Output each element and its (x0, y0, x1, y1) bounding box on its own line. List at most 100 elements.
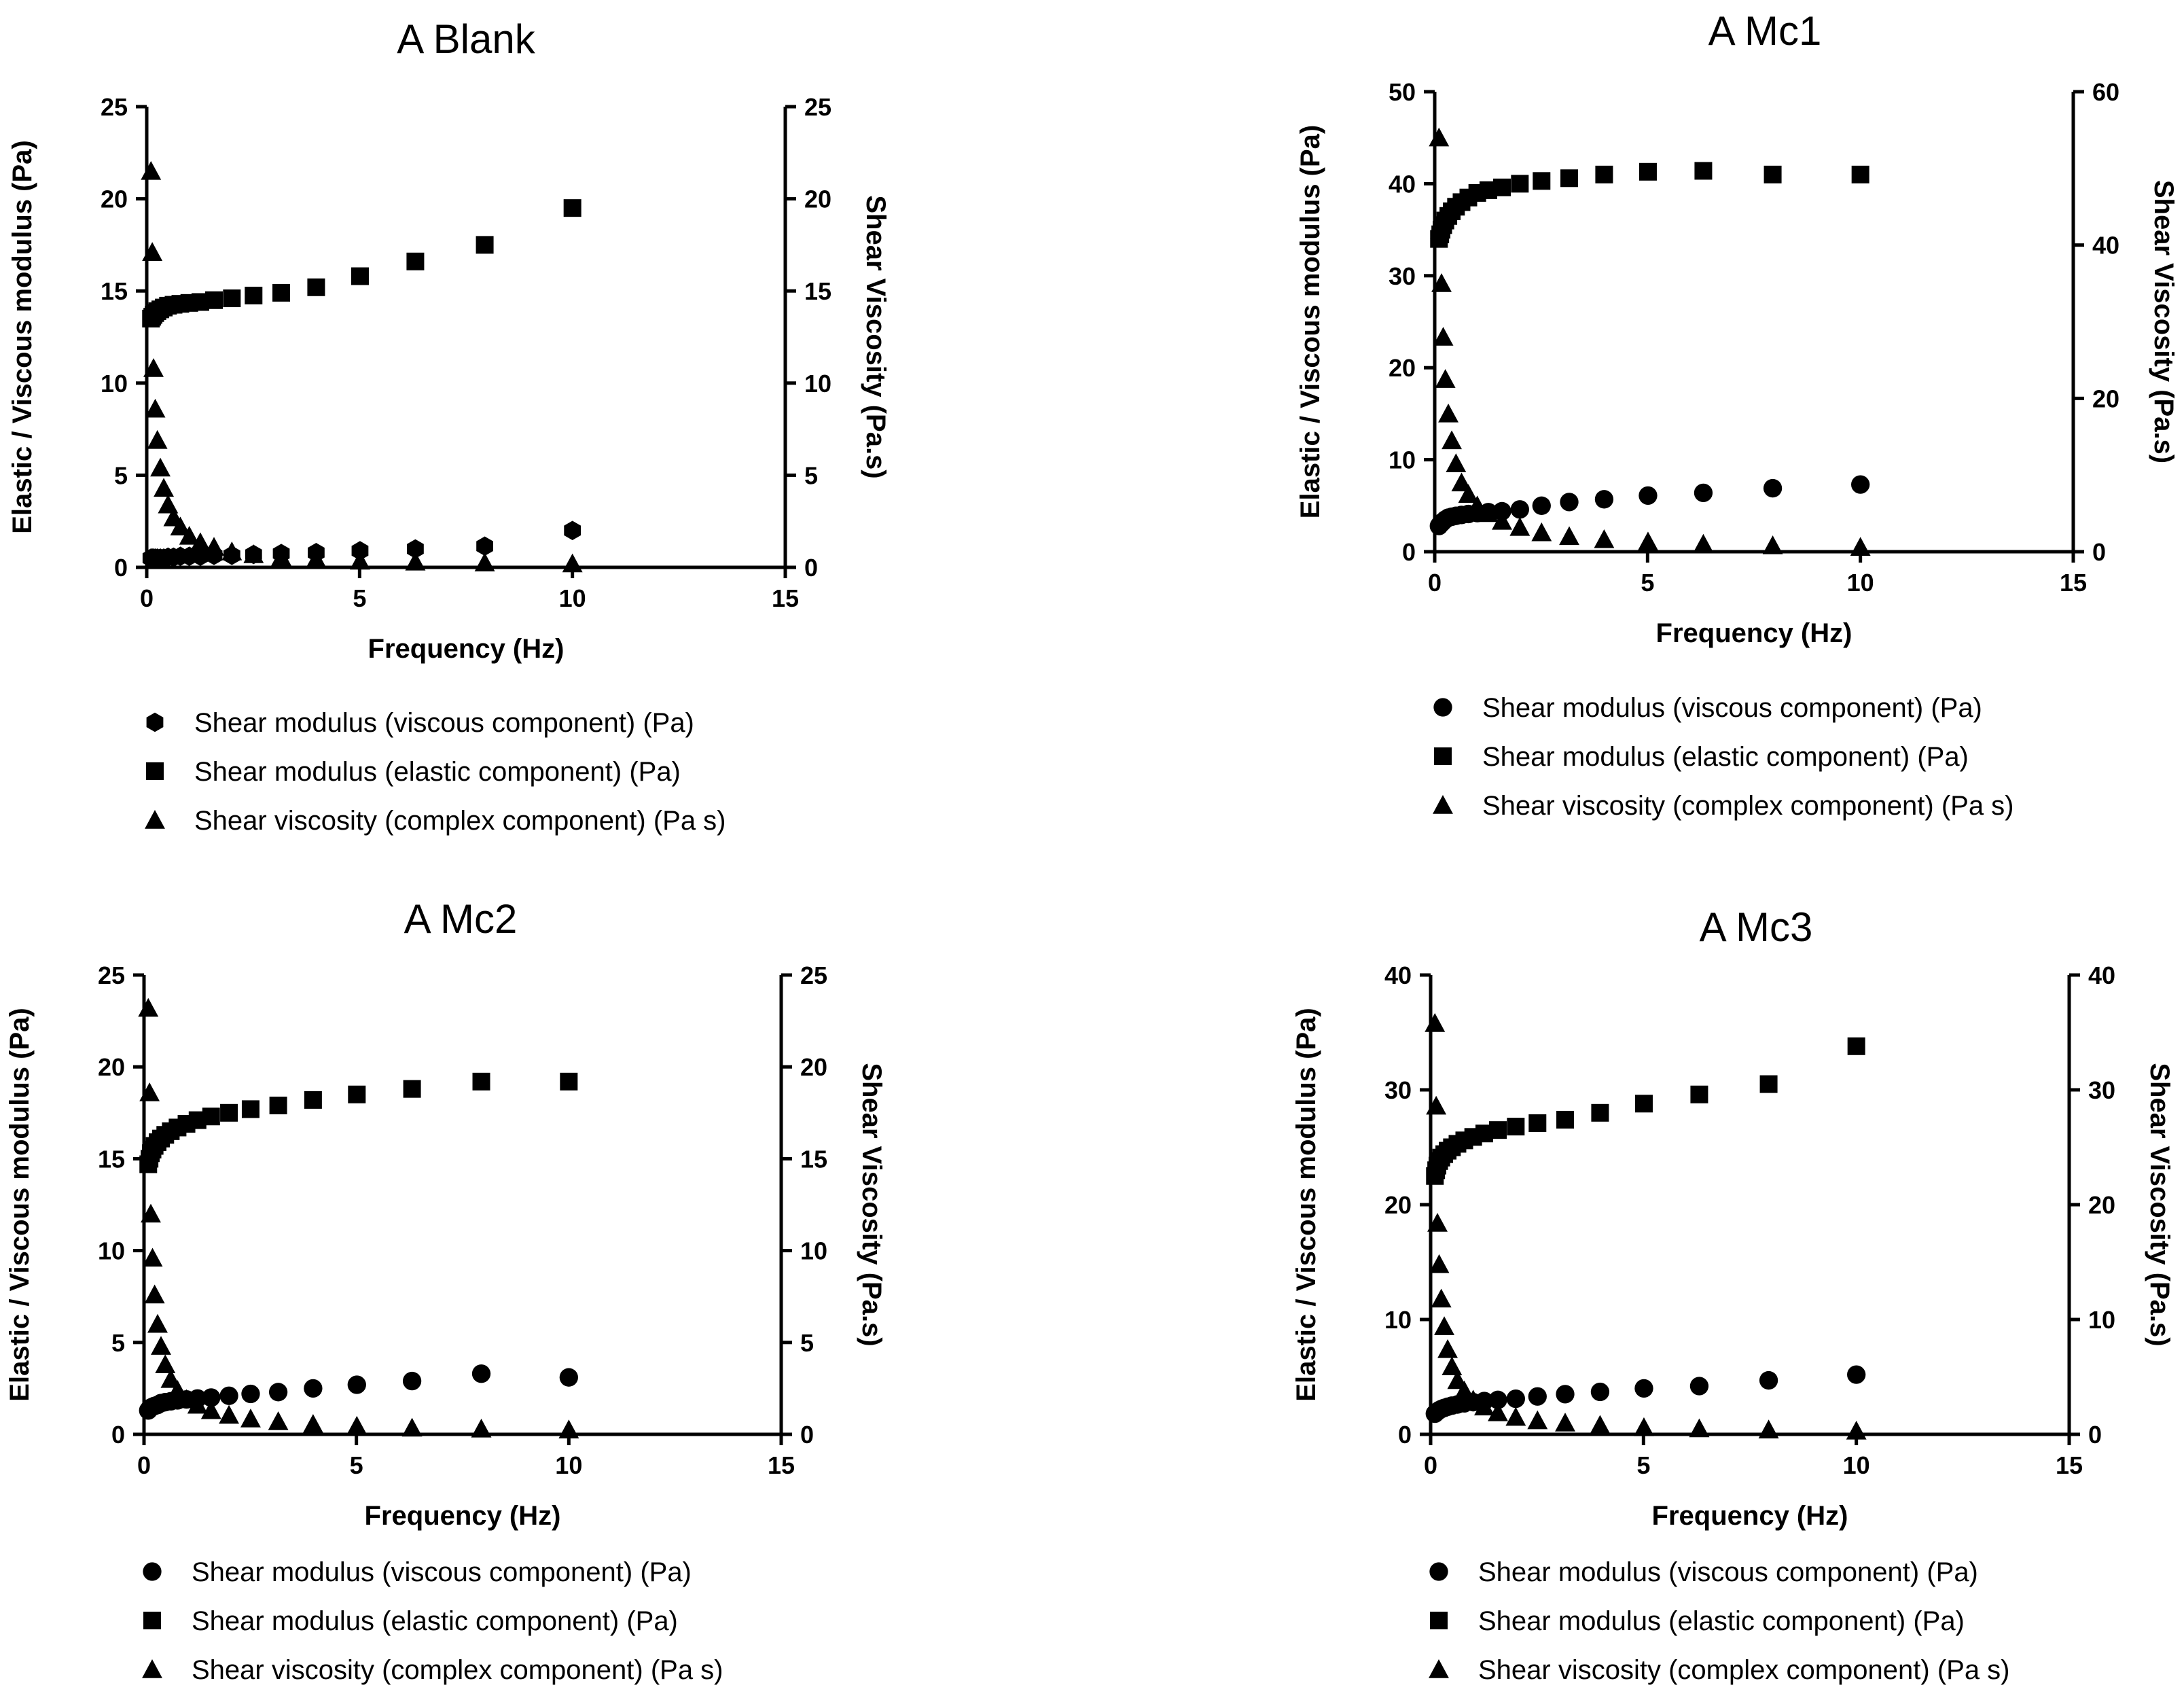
data-point (1533, 172, 1551, 190)
x-tick-label: 5 (350, 1451, 363, 1479)
y-tick-label: 20 (98, 1053, 125, 1081)
data-point (268, 1411, 289, 1430)
legend: Shear modulus (viscous component) (Pa) Sh… (145, 708, 726, 836)
y-axis-label: Elastic / Viscous modulus (Pa) (5, 1008, 35, 1401)
legend-label: Shear viscosity (complex component) (Pa … (1478, 1655, 2010, 1685)
data-point (347, 1375, 366, 1394)
data-point (1434, 1316, 1455, 1335)
x-tick-label: 0 (140, 584, 154, 612)
data-point (1689, 1418, 1710, 1438)
data-point (219, 1386, 238, 1405)
data-point (1689, 1377, 1709, 1396)
y2-tick-label: 0 (2092, 538, 2106, 566)
data-point (142, 242, 163, 261)
y-axis-label: Elastic / Viscous modulus (Pa) (7, 140, 37, 533)
data-point (1433, 327, 1454, 346)
x-axis-label: Frequency (Hz) (1656, 618, 1852, 648)
y2-axis-label: Shear Viscosity (Pa.s) (2145, 1063, 2174, 1346)
data-point (144, 1284, 165, 1304)
y-tick-label: 30 (1389, 262, 1416, 290)
data-point (346, 1415, 368, 1435)
x-tick-label: 15 (2056, 1451, 2083, 1479)
y-tick-label: 20 (1384, 1191, 1412, 1219)
series-2 (1430, 162, 1869, 248)
series-3 (141, 160, 583, 573)
x-tick-label: 15 (768, 1451, 795, 1479)
data-point (170, 516, 191, 536)
y-tick-label: 0 (111, 1421, 125, 1449)
y-tick-label: 10 (1389, 446, 1416, 474)
data-point (1488, 1390, 1507, 1409)
legend-marker (146, 762, 164, 780)
y2-tick-label: 20 (2092, 385, 2119, 412)
y2-tick-label: 25 (800, 961, 827, 989)
y-tick-label: 10 (1384, 1306, 1412, 1334)
y-tick-label: 15 (101, 277, 128, 305)
data-point (221, 541, 243, 561)
y2-axis-label: Shear Viscosity (Pa.s) (2149, 180, 2179, 463)
legend-marker (1433, 698, 1452, 717)
data-point (1427, 1213, 1448, 1232)
legend: Shear modulus (viscous component) (Pa) Sh… (142, 1557, 723, 1685)
data-point (1454, 1380, 1475, 1400)
chart-title: A Mc3 (1700, 904, 1813, 950)
data-point (154, 478, 175, 497)
data-point (1509, 516, 1530, 536)
y2-tick-label: 10 (800, 1237, 827, 1265)
data-point (304, 1379, 323, 1398)
data-point (471, 1418, 492, 1438)
x-tick-label: 0 (137, 1451, 151, 1479)
data-point (307, 278, 325, 296)
data-point (1694, 483, 1713, 502)
series-2 (1426, 1037, 1865, 1185)
data-point (1431, 273, 1452, 292)
data-point (176, 1389, 197, 1409)
data-point (1764, 165, 1782, 183)
data-point (241, 1384, 260, 1404)
data-point (1639, 162, 1657, 181)
legend-marker (145, 810, 165, 829)
data-point (348, 1085, 366, 1103)
data-point (1556, 1385, 1575, 1404)
data-point (1556, 1110, 1575, 1129)
data-point (401, 1417, 423, 1437)
data-point (403, 1080, 421, 1098)
legend-marker (142, 1659, 162, 1678)
series-3 (1425, 1013, 1867, 1440)
legend-label: Shear modulus (elastic component) (Pa) (1478, 1606, 1965, 1636)
data-point (1458, 484, 1479, 503)
data-point (476, 536, 493, 556)
data-point (1474, 1396, 1494, 1416)
data-point (141, 160, 162, 180)
data-point (241, 1100, 259, 1118)
data-point (1594, 490, 1614, 509)
data-point (1532, 496, 1551, 515)
data-point (192, 546, 209, 567)
y-tick-label: 20 (1389, 354, 1416, 382)
legend-label: Shear viscosity (complex component) (Pa … (1482, 791, 2014, 821)
data-point (1846, 1420, 1867, 1440)
data-point (1555, 1413, 1575, 1432)
data-point (179, 525, 200, 545)
y-tick-label: 25 (101, 93, 128, 121)
data-point (1507, 1118, 1525, 1136)
data-point (1847, 1365, 1866, 1384)
y2-tick-label: 30 (2088, 1076, 2115, 1104)
y-tick-label: 10 (101, 370, 128, 397)
data-point (142, 1247, 163, 1267)
data-point (1435, 369, 1456, 388)
data-point (245, 286, 263, 304)
data-point (559, 1368, 578, 1387)
legend-label: Shear modulus (viscous component) (Pa) (194, 708, 694, 738)
data-point (1451, 472, 1472, 492)
data-point (147, 429, 168, 449)
legend-marker (1429, 1562, 1448, 1581)
data-point (160, 1368, 181, 1388)
data-point (243, 544, 264, 563)
series-3 (138, 997, 579, 1438)
data-point (1694, 162, 1713, 180)
data-point (190, 532, 211, 552)
